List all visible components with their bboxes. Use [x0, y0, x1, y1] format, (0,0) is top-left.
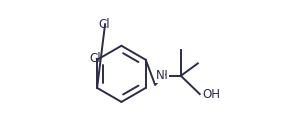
Text: Cl: Cl [90, 52, 101, 65]
Text: H: H [159, 69, 167, 82]
Text: N: N [155, 69, 164, 82]
Text: OH: OH [202, 88, 220, 101]
Text: Cl: Cl [98, 18, 109, 31]
